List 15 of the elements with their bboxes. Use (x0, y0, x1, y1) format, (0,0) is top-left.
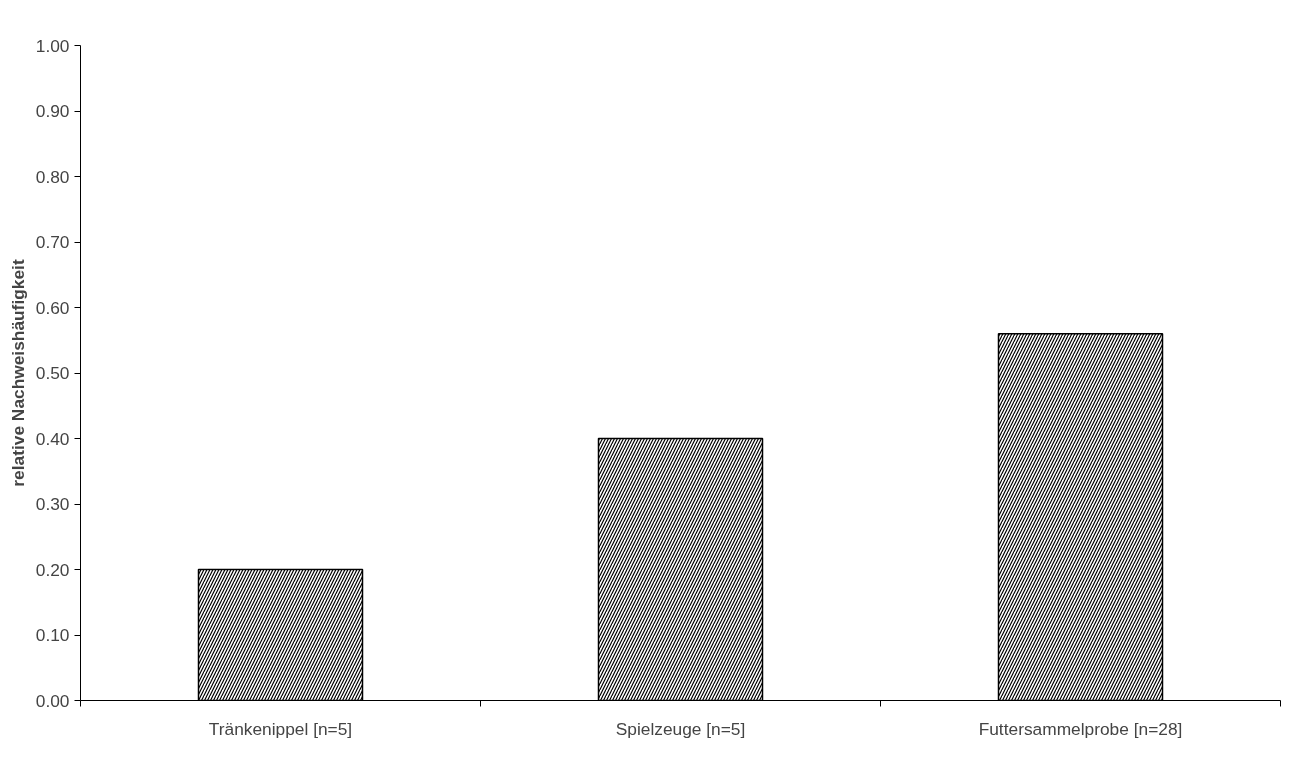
y-tick-label: 0.70 (35, 232, 70, 252)
y-tick-label: 1.00 (35, 35, 70, 56)
y-tick-label: 0.60 (35, 297, 70, 318)
x-tick-label: Spielzeuge [n=5] (615, 718, 746, 739)
x-tick-label: Futtersammelprobe [n=28] (978, 718, 1183, 739)
y-tick-label: 0.10 (35, 625, 70, 645)
y-axis-title: relative Nachweishäufigkeit (7, 259, 28, 487)
y-tick-label: 0.90 (35, 101, 70, 121)
y-tick-label: 0.30 (35, 494, 70, 514)
x-tick-label: Tränkenippel [n=5] (208, 718, 353, 739)
y-tick-label: 0.80 (35, 166, 70, 187)
y-tick-label: 0.20 (35, 559, 70, 580)
y-tick-label: 0.50 (35, 363, 70, 383)
y-tick-label: 0.40 (35, 428, 70, 449)
y-tick-label: 0.00 (35, 690, 70, 711)
